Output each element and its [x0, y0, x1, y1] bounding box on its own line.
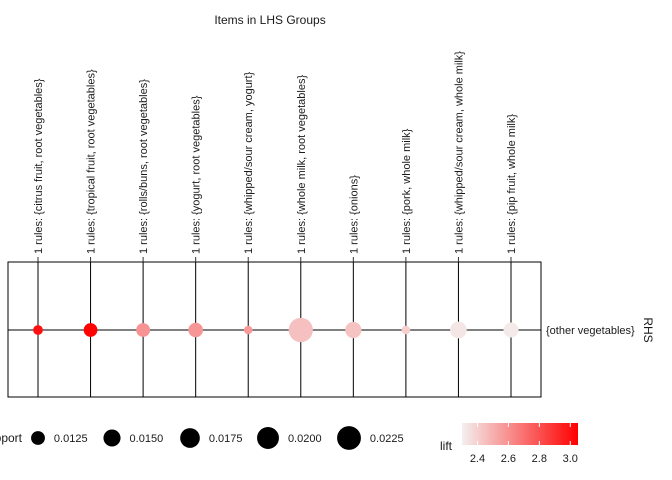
rule-point	[188, 322, 203, 338]
x-tick-label: 1 rules: {tropical fruit, root vegetable…	[86, 69, 98, 254]
color-legend-tick-label: 3.0	[563, 453, 578, 465]
x-tick-label: 1 rules: {whipped/sour cream, yogurt}	[243, 71, 255, 254]
x-axis-labels: 1 rules: {citrus fruit, root vegetables}…	[33, 51, 518, 254]
color-legend-ticks: 2.4 2.6 2.8 3.0	[470, 423, 578, 465]
size-legend-label: 0.0175	[209, 433, 243, 445]
color-legend-tick-label: 2.4	[470, 453, 485, 465]
rule-point	[503, 322, 519, 338]
rule-point	[345, 321, 362, 339]
rule-point	[450, 321, 467, 339]
lift-colorbar	[462, 423, 578, 445]
size-legend-label: 0.0125	[54, 433, 88, 445]
rule-point	[33, 325, 43, 335]
data-points	[33, 317, 519, 343]
size-legend-circle	[180, 428, 200, 448]
y-axis-title: RHS	[641, 317, 655, 342]
color-legend-tick-label: 2.6	[501, 453, 516, 465]
size-legend-label: 0.0225	[370, 433, 404, 445]
rule-point	[243, 325, 253, 335]
size-legend-label: 0.0150	[130, 433, 164, 445]
color-legend-tick-label: 2.8	[532, 453, 547, 465]
x-tick-label: 1 rules: {whole milk, root vegetables}	[296, 75, 308, 254]
size-legend-label: 0.0200	[288, 433, 322, 445]
x-tick-label: 1 rules: {whipped/sour cream, whole milk…	[453, 51, 465, 254]
x-tick-label: 1 rules: {onions}	[348, 175, 360, 254]
rule-point	[136, 323, 151, 337]
x-tick-label: 1 rules: {rolls/buns, root vegetables}	[138, 79, 150, 254]
x-tick-label: 1 rules: {pip fruit, whole milk}	[506, 114, 518, 254]
rule-point	[288, 317, 313, 343]
y-category-label: {other vegetables}	[546, 325, 635, 337]
color-legend-title: lift	[440, 439, 453, 453]
rule-point	[83, 323, 98, 337]
x-tick-label: 1 rules: {yogurt, root vegetables}	[191, 95, 203, 254]
size-legend-circle	[103, 429, 121, 447]
size-legend-title: support	[0, 431, 23, 445]
size-legend-circle	[337, 426, 361, 450]
chart-title: Items in LHS Groups	[214, 13, 325, 27]
size-legend-circle	[257, 427, 279, 449]
x-tick-label: 1 rules: {citrus fruit, root vegetables}	[33, 78, 45, 254]
size-legend: 0.0125 0.0150 0.0175 0.0200 0.0225	[31, 426, 404, 450]
size-legend-circle	[31, 431, 45, 445]
x-tick-label: 1 rules: {pork, whole milk}	[401, 128, 413, 254]
rule-point	[401, 325, 411, 335]
